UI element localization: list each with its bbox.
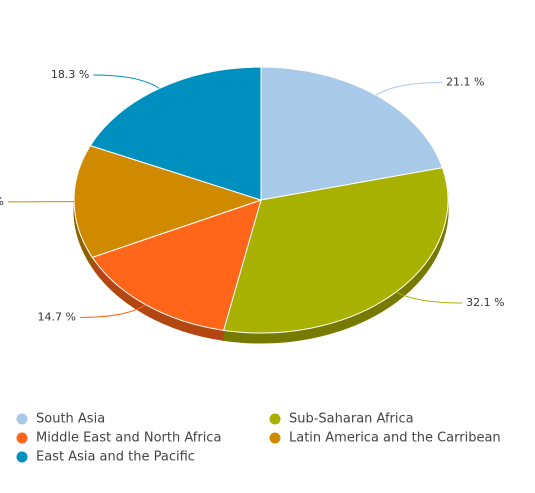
value-label: 14.7 %	[37, 310, 75, 323]
legend-marker	[16, 451, 28, 463]
value-label: 18.3 %	[51, 68, 89, 81]
legend-marker	[269, 413, 281, 425]
slice	[89, 66, 262, 201]
value-label: 13.8 %	[0, 195, 4, 208]
legend-label: South Asia	[36, 412, 105, 427]
leader-line	[375, 82, 443, 96]
legend-label: Sub-Saharan Africa	[289, 412, 414, 427]
value-label: 32.1 %	[466, 296, 504, 309]
leader-line	[93, 74, 160, 89]
legend-label: East Asia and the Pacific	[36, 450, 195, 465]
legend-label: Latin America and the Carribean	[289, 431, 501, 446]
value-label: 21.1 %	[446, 76, 484, 89]
leader-line	[79, 304, 147, 318]
legend-marker	[16, 432, 28, 444]
legend-marker	[16, 413, 28, 425]
slice	[73, 145, 263, 258]
legend-label: Middle East and North Africa	[36, 431, 221, 446]
legend-marker	[269, 432, 281, 444]
leader-line	[395, 291, 463, 304]
